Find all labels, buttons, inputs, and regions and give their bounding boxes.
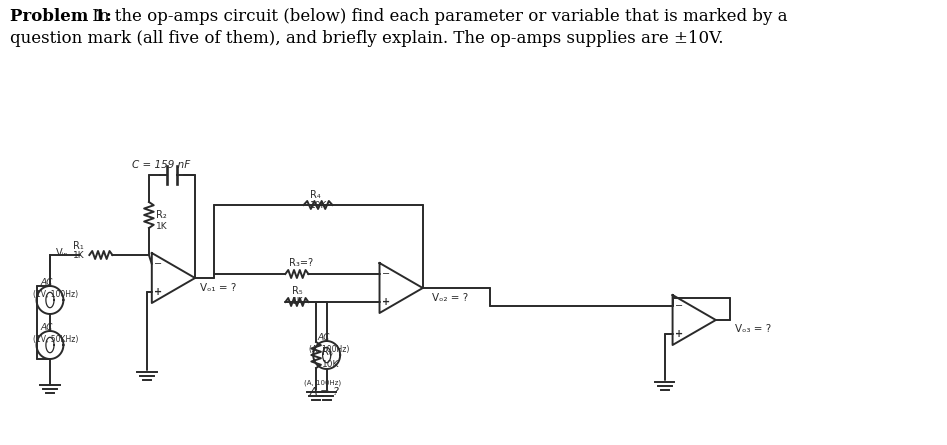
Text: −: − (675, 301, 684, 311)
Text: −: − (154, 259, 163, 269)
Text: AC: AC (41, 323, 53, 332)
Text: (1V, 50KHz): (1V, 50KHz) (32, 335, 78, 344)
Text: 1K: 1K (155, 222, 168, 231)
Text: +: + (675, 329, 684, 339)
Text: (A, 100Hz): (A, 100Hz) (310, 345, 349, 354)
Text: AC: AC (317, 333, 330, 342)
Text: Vₒ₂ = ?: Vₒ₂ = ? (433, 293, 469, 303)
Text: A = ?: A = ? (310, 387, 339, 397)
Text: 1K: 1K (292, 297, 304, 306)
Text: In the op-amps circuit (below) find each parameter or variable that is marked by: In the op-amps circuit (below) find each… (87, 8, 788, 25)
Text: Vₒ₃ = ?: Vₒ₃ = ? (735, 324, 771, 334)
Text: R₅: R₅ (292, 286, 303, 296)
Text: (1V, 100Hz): (1V, 100Hz) (32, 290, 78, 299)
Text: 10K: 10K (322, 360, 339, 369)
Text: AC: AC (41, 278, 53, 287)
Text: Vᵢₙ: Vᵢₙ (56, 248, 68, 258)
Text: R₂: R₂ (155, 210, 167, 220)
Text: R₃=?: R₃=? (289, 258, 313, 268)
Text: R₄: R₄ (311, 190, 321, 200)
Text: 10K: 10K (311, 201, 328, 210)
Text: R₁: R₁ (73, 241, 83, 251)
Text: question mark (all five of them), and briefly explain. The op-amps supplies are : question mark (all five of them), and br… (9, 30, 724, 47)
Text: Vₒ₁ = ?: Vₒ₁ = ? (200, 283, 236, 293)
Text: Problem 1:: Problem 1: (9, 8, 112, 25)
Text: −: − (383, 269, 390, 279)
Text: 1K: 1K (73, 251, 84, 260)
Text: +: + (383, 297, 390, 307)
Text: (A, 100Hz): (A, 100Hz) (304, 379, 341, 385)
Text: R₆: R₆ (322, 347, 332, 357)
Text: +: + (154, 287, 163, 297)
Text: C = 159 nF: C = 159 nF (132, 160, 190, 170)
